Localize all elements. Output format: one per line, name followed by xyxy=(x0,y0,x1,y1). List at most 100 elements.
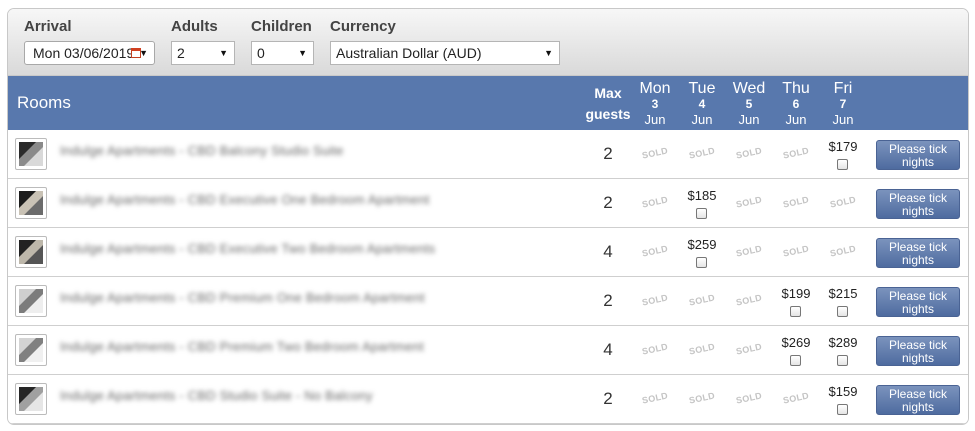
night-cell: $199 xyxy=(772,277,820,325)
night-checkbox[interactable] xyxy=(790,306,801,317)
day-name: Thu xyxy=(782,80,810,97)
sold-label: SOLD xyxy=(688,292,716,308)
currency-label: Currency xyxy=(330,18,396,35)
night-checkbox[interactable] xyxy=(696,208,707,219)
table-header: Rooms Max guests Mon 3 Jun Tue 4 Jun Wed… xyxy=(8,76,968,130)
night-price: $215 xyxy=(828,286,858,301)
sold-label: SOLD xyxy=(735,145,763,161)
night-price: $269 xyxy=(781,335,811,350)
room-name-link[interactable]: Indulge Apartments - CBD Premium One Bed… xyxy=(60,290,425,305)
night-checkbox[interactable] xyxy=(837,355,848,366)
night-cell: SOLD xyxy=(631,130,679,178)
room-thumbnail[interactable] xyxy=(15,383,47,415)
arrival-date-picker[interactable]: Mon 03/06/2019 ▼ xyxy=(24,41,155,65)
day-header-fri: Fri 7 Jun xyxy=(819,80,867,127)
adults-select[interactable]: 2 ▼ xyxy=(171,41,235,65)
day-date: 3 xyxy=(651,97,659,111)
sold-label: SOLD xyxy=(641,341,669,357)
night-price: $185 xyxy=(687,188,717,203)
night-cell: SOLD xyxy=(725,130,773,178)
please-tick-nights-button[interactable]: Please tick nights xyxy=(876,189,960,219)
night-cell: $215 xyxy=(819,277,867,325)
night-checkbox[interactable] xyxy=(790,355,801,366)
night-cell: SOLD xyxy=(772,179,820,227)
room-name-link[interactable]: Indulge Apartments - CBD Balcony Studio … xyxy=(60,143,344,158)
sold-label: SOLD xyxy=(735,390,763,406)
please-tick-nights-button[interactable]: Please tick nights xyxy=(876,287,960,317)
night-cell: SOLD xyxy=(631,179,679,227)
please-tick-nights-button[interactable]: Please tick nights xyxy=(876,140,960,170)
table-row: Indulge Apartments - CBD Studio Suite - … xyxy=(8,375,968,424)
night-checkbox[interactable] xyxy=(837,404,848,415)
children-label: Children xyxy=(251,18,312,35)
room-photo-image xyxy=(19,338,43,362)
room-photo-image xyxy=(19,142,43,166)
room-name-link[interactable]: Indulge Apartments - CBD Premium Two Bed… xyxy=(60,339,424,354)
day-month: Jun xyxy=(691,112,713,127)
day-name: Mon xyxy=(639,80,671,97)
please-tick-nights-button[interactable]: Please tick nights xyxy=(876,385,960,415)
day-date: 4 xyxy=(698,97,706,111)
sold-label: SOLD xyxy=(688,390,716,406)
max-guests-header-line1: Max xyxy=(594,85,622,101)
day-month: Jun xyxy=(644,112,666,127)
night-price: $289 xyxy=(828,335,858,350)
night-cell: SOLD xyxy=(725,326,773,374)
night-checkbox[interactable] xyxy=(696,257,707,268)
sold-label: SOLD xyxy=(641,145,669,161)
room-thumbnail[interactable] xyxy=(15,285,47,317)
sold-label: SOLD xyxy=(782,390,810,406)
day-name: Tue xyxy=(688,80,716,97)
dropdown-caret-icon: ▼ xyxy=(139,48,148,58)
sold-label: SOLD xyxy=(782,145,810,161)
room-name-link[interactable]: Indulge Apartments - CBD Executive One B… xyxy=(60,192,430,207)
sold-label: SOLD xyxy=(735,194,763,210)
night-cell: SOLD xyxy=(725,228,773,276)
currency-select[interactable]: Australian Dollar (AUD) ▼ xyxy=(330,41,560,65)
table-row: Indulge Apartments - CBD Executive Two B… xyxy=(8,228,968,277)
room-thumbnail[interactable] xyxy=(15,236,47,268)
night-cell: SOLD xyxy=(631,277,679,325)
room-thumbnail[interactable] xyxy=(15,187,47,219)
day-date: 6 xyxy=(792,97,800,111)
please-tick-nights-button[interactable]: Please tick nights xyxy=(876,238,960,268)
night-cell: SOLD xyxy=(678,375,726,423)
sold-label: SOLD xyxy=(735,243,763,259)
night-cell: $179 xyxy=(819,130,867,178)
day-month: Jun xyxy=(785,112,807,127)
night-checkbox[interactable] xyxy=(837,159,848,170)
sold-label: SOLD xyxy=(641,292,669,308)
room-thumbnail[interactable] xyxy=(15,334,47,366)
night-cell: SOLD xyxy=(678,277,726,325)
sold-label: SOLD xyxy=(641,390,669,406)
sold-label: SOLD xyxy=(641,194,669,210)
sold-label: SOLD xyxy=(641,243,669,259)
room-thumbnail[interactable] xyxy=(15,138,47,170)
dropdown-caret-icon: ▼ xyxy=(544,48,553,58)
night-cell: SOLD xyxy=(678,326,726,374)
night-cell: SOLD xyxy=(772,375,820,423)
calendar-icon[interactable] xyxy=(131,48,141,58)
sold-label: SOLD xyxy=(782,243,810,259)
day-date: 5 xyxy=(745,97,753,111)
dropdown-caret-icon: ▼ xyxy=(298,48,307,58)
children-select[interactable]: 0 ▼ xyxy=(251,41,314,65)
please-tick-nights-button[interactable]: Please tick nights xyxy=(876,336,960,366)
night-cell: SOLD xyxy=(819,179,867,227)
table-row: Indulge Apartments - CBD Premium One Bed… xyxy=(8,277,968,326)
room-photo-image xyxy=(19,387,43,411)
room-photo-image xyxy=(19,240,43,264)
day-month: Jun xyxy=(738,112,760,127)
day-header-mon: Mon 3 Jun xyxy=(631,80,679,127)
dropdown-caret-icon: ▼ xyxy=(219,48,228,58)
night-price: $159 xyxy=(828,384,858,399)
rooms-header: Rooms xyxy=(17,93,71,112)
night-cell: SOLD xyxy=(631,375,679,423)
room-name-link[interactable]: Indulge Apartments - CBD Studio Suite - … xyxy=(60,388,373,403)
room-name-link[interactable]: Indulge Apartments - CBD Executive Two B… xyxy=(60,241,436,256)
arrival-date-value: Mon 03/06/2019 xyxy=(33,45,135,61)
day-header-tue: Tue 4 Jun xyxy=(678,80,726,127)
max-guests-value: 4 xyxy=(603,340,613,359)
night-checkbox[interactable] xyxy=(837,306,848,317)
max-guests-value: 2 xyxy=(603,144,613,163)
